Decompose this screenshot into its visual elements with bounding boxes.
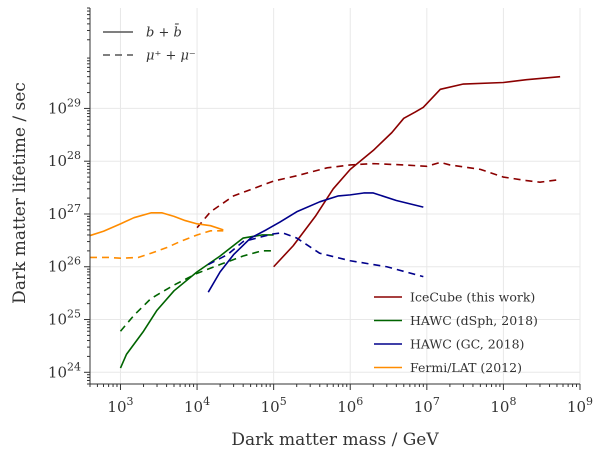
legend-label: IceCube (this work) [410, 290, 535, 305]
hawc-dsph-2018-mumu-line [119, 250, 274, 332]
x-tick-label: 108 [490, 395, 516, 416]
x-tick-label: 109 [567, 395, 593, 416]
y-tick-label: 1028 [48, 149, 81, 170]
legend-label: Fermi/LAT (2012) [410, 360, 522, 375]
series-legend: IceCube (this work) HAWC (dSph, 2018) HAWC… [374, 290, 538, 375]
legend-label: HAWC (dSph, 2018) [410, 313, 538, 328]
line-style-legend: b + b̄ μ⁺ + μ⁻ [103, 24, 196, 64]
style-legend-label: b + b̄ [146, 24, 182, 41]
y-tick-label: 1027 [48, 202, 81, 223]
x-axis-ticks: 103 104 105 106 107 108 109 [89, 384, 593, 416]
icecube-this-work-mumu-line [196, 161, 561, 229]
hawc-gc-2018-mumu-line [207, 231, 424, 278]
icecube-this-work-bb-line [273, 75, 561, 268]
x-tick-label: 107 [414, 395, 440, 416]
style-legend-label: μ⁺ + μ⁻ [146, 49, 196, 64]
y-tick-label: 1029 [48, 96, 81, 117]
y-axis-ticks: 1024 1025 1026 1027 1028 1029 [48, 7, 90, 385]
x-tick-label: 106 [337, 395, 363, 416]
y-tick-label: 1026 [48, 255, 81, 276]
x-axis-title: Dark matter mass / GeV [231, 430, 439, 450]
hawc-gc-2018-bb-line [207, 192, 424, 293]
series-lines [89, 75, 561, 369]
fermi-lat-2012-mumu-line [90, 230, 224, 260]
axes-frame [89, 8, 580, 385]
x-tick-label: 104 [184, 395, 210, 416]
y-axis-title: Dark matter lifetime / sec [10, 82, 30, 304]
legend-label: HAWC (GC, 2018) [410, 337, 524, 352]
fermi-lat-2012-bb-line [89, 212, 224, 237]
y-tick-label: 1024 [48, 360, 81, 381]
grid [90, 8, 581, 384]
y-tick-label: 1025 [48, 308, 81, 329]
x-tick-label: 105 [261, 395, 287, 416]
x-tick-label: 103 [107, 395, 133, 416]
